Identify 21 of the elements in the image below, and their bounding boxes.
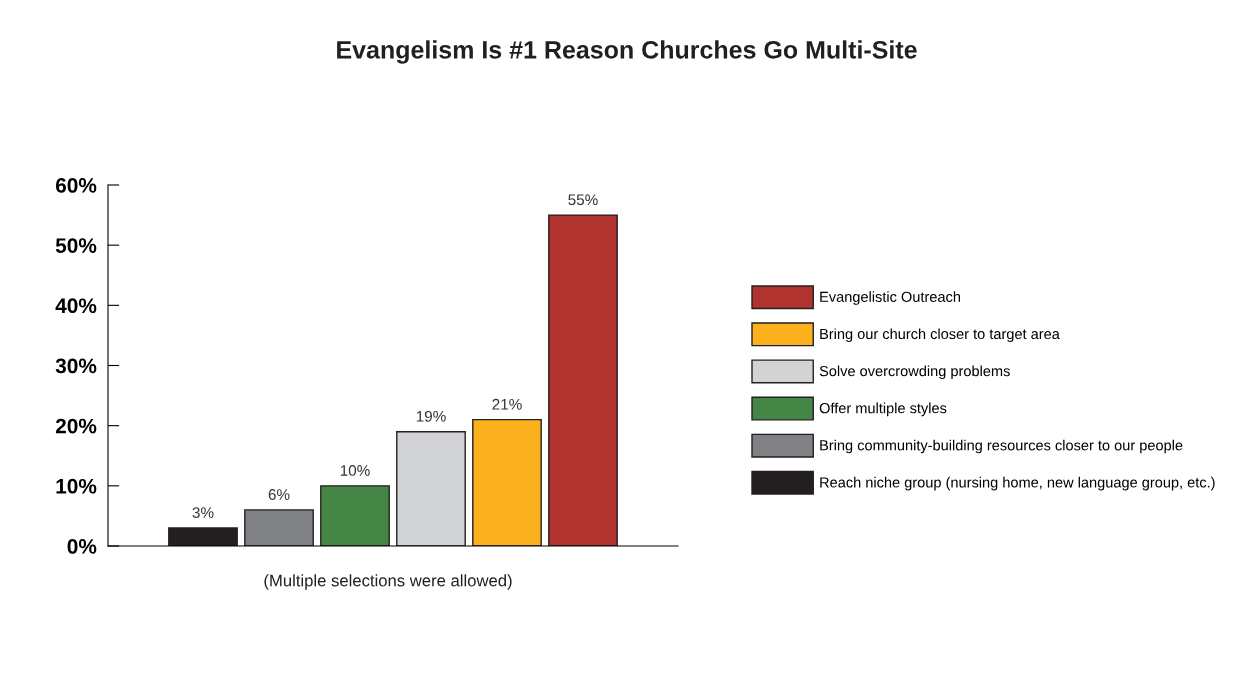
legend-label: Evangelistic Outreach [820,291,960,305]
data-label: 55% [568,194,598,206]
legend-label: Solve overcrowding problems [819,365,1010,380]
y-tick-label: 40% [55,298,97,314]
y-tick-label: 0% [67,539,97,554]
legend-label: Reach niche group (nursing home, new language group, etc.) [820,476,1215,491]
data-label: 6% [268,489,290,500]
data-label: 10% [340,465,370,476]
legend-label: Bring community-building resources closer to our people [820,439,1183,454]
y-tick-label: 10% [56,478,97,494]
data-label: 3% [192,507,214,518]
chart-title: Evangelism Is #1 Reason Churches Go Multi-Site [337,40,917,64]
data-label: 21% [492,398,522,410]
y-tick-label: 60% [55,178,97,193]
y-tick-label: 30% [55,358,97,374]
legend-label: Bring our church closer to target area [820,328,1060,342]
y-tick-label: 20% [55,418,97,434]
legend-label: Offer multiple styles [819,402,947,417]
data-label: 19% [416,410,446,422]
y-tick-label: 50% [55,238,97,253]
text: (Multiple selections were allowed) [264,574,512,590]
